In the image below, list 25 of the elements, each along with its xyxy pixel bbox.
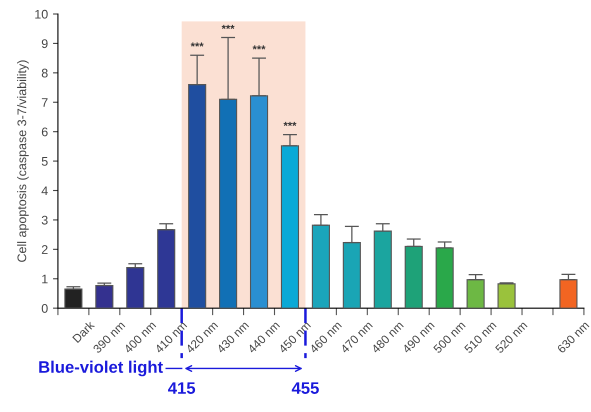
annotation: ***	[252, 45, 266, 50]
y-tick-label: 6	[42, 127, 48, 136]
annotation: ***	[222, 24, 235, 29]
x-tick-label: 500 nm	[432, 320, 466, 354]
annotation: ***	[284, 122, 296, 126]
y-tick-label: 7	[42, 98, 48, 107]
y-tick-label: 10	[35, 10, 48, 19]
x-tick-label: 490 nm	[402, 320, 435, 354]
x-tick-label: 420 nm	[185, 320, 218, 354]
y-tick-label: 0	[42, 304, 48, 313]
y-tick-label: 1	[42, 274, 48, 284]
y-tick-label: 2	[42, 245, 48, 254]
y-tick-label: 5	[42, 157, 48, 166]
x-tick-label: 630 nm	[556, 320, 590, 354]
y-axis-title: Cell apoptosis (caspase 3-7/viability)	[17, 60, 29, 262]
x-tick-label: 390 nm	[92, 320, 126, 354]
text: 455	[292, 382, 319, 394]
y-tick-label: 4	[42, 186, 48, 196]
text: 415	[168, 382, 196, 394]
x-tick-label: 410 nm	[154, 320, 188, 354]
y-tick-label: 9	[42, 39, 48, 48]
text: Blue-violet light	[39, 360, 163, 376]
annotation: ***	[190, 42, 204, 47]
y-tick-label: 8	[42, 68, 48, 78]
y-tick-label: 3	[42, 216, 48, 225]
